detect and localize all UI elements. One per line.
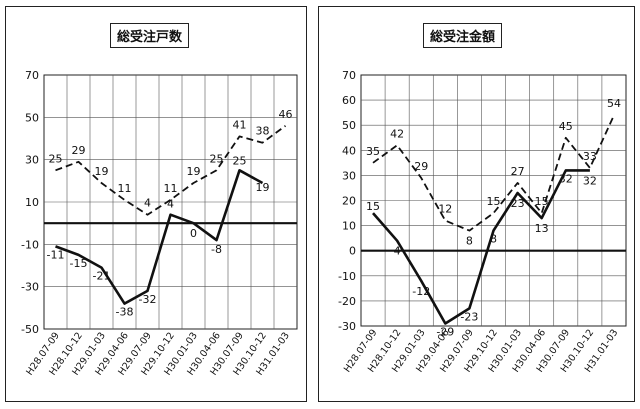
y-tick-label: 60 (342, 94, 356, 107)
data-label: 32 (559, 172, 573, 185)
data-label: 23 (511, 197, 525, 210)
y-tick-label: 10 (342, 220, 356, 233)
series-line-solid (55, 169, 264, 305)
data-label: -23 (460, 310, 478, 323)
data-label: 13 (535, 222, 549, 235)
data-label: 19 (256, 181, 270, 194)
chart-title: 総受注戸数 (110, 23, 190, 48)
line-chart-households: -50-30-1010305070H28.07-09H28.10-12H29.0… (21, 69, 298, 378)
data-label: 54 (607, 97, 621, 110)
data-label: 27 (511, 165, 525, 178)
data-label: -32 (139, 293, 157, 306)
data-label: 35 (366, 145, 380, 158)
data-label: 46 (279, 108, 293, 121)
data-label: 11 (164, 182, 178, 195)
series-line-dashed (372, 114, 615, 232)
data-label: 4 (394, 245, 401, 258)
data-label: 38 (256, 125, 270, 138)
data-label: 8 (490, 233, 497, 246)
data-label: -12 (412, 285, 430, 298)
data-label: 25 (233, 154, 247, 167)
data-label: -11 (47, 248, 65, 261)
chart-panel-households: 総受注戸数 -50 -30 -10 10 30 50 70 H28.07-09 H28.10-1… (5, 6, 307, 402)
data-label: 41 (233, 118, 247, 131)
data-label: 15 (487, 195, 501, 208)
line-chart-amount: -30-20-10010203040506070H28.07-09H28.10-… (338, 69, 627, 375)
data-label: 33 (583, 150, 597, 163)
data-label: 11 (118, 182, 132, 195)
data-label: 0 (190, 227, 197, 240)
chart-panel-amount: 総受注金額 -30 -20 -10 0 10 20 30 40 50 60 70 H28.07-09 H… (318, 6, 635, 402)
y-tick-label: -20 (338, 295, 356, 308)
chart-title: 総受注金額 (423, 23, 503, 48)
data-label: -38 (116, 306, 134, 319)
series-line-dashed (55, 125, 287, 216)
data-label: 45 (559, 120, 573, 133)
data-label: -15 (70, 257, 88, 270)
y-tick-label: 50 (25, 111, 39, 124)
data-label: 15 (366, 200, 380, 213)
data-label: 12 (438, 203, 452, 216)
data-label: 25 (210, 152, 224, 165)
data-label: -8 (211, 243, 222, 256)
data-label: 4 (144, 197, 151, 210)
data-label: 8 (466, 235, 473, 248)
data-label: 25 (49, 152, 63, 165)
y-tick-label: 20 (342, 195, 356, 208)
data-label: 32 (583, 174, 597, 187)
y-tick-label: 30 (25, 154, 39, 167)
data-label: 29 (72, 144, 86, 157)
y-tick-label: -30 (21, 281, 39, 294)
y-tick-label: -50 (21, 323, 39, 336)
y-tick-label: 10 (25, 196, 39, 209)
y-tick-label: -10 (21, 238, 39, 251)
y-tick-label: -10 (338, 270, 356, 283)
data-label: -21 (93, 270, 111, 283)
y-tick-label: 70 (25, 69, 39, 82)
y-tick-label: 30 (342, 169, 356, 182)
data-label: 19 (187, 165, 201, 178)
data-label: 4 (167, 198, 174, 211)
series-line-solid (372, 169, 590, 325)
data-label: 29 (414, 160, 428, 173)
y-tick-label: -30 (338, 320, 356, 333)
data-label: 19 (95, 165, 109, 178)
data-label: 42 (390, 127, 404, 140)
y-tick-label: 50 (342, 119, 356, 132)
data-label: -29 (436, 325, 454, 338)
data-label: 15 (535, 195, 549, 208)
y-tick-label: 40 (342, 144, 356, 157)
y-tick-label: 70 (342, 69, 356, 82)
y-tick-label: 0 (349, 245, 356, 258)
